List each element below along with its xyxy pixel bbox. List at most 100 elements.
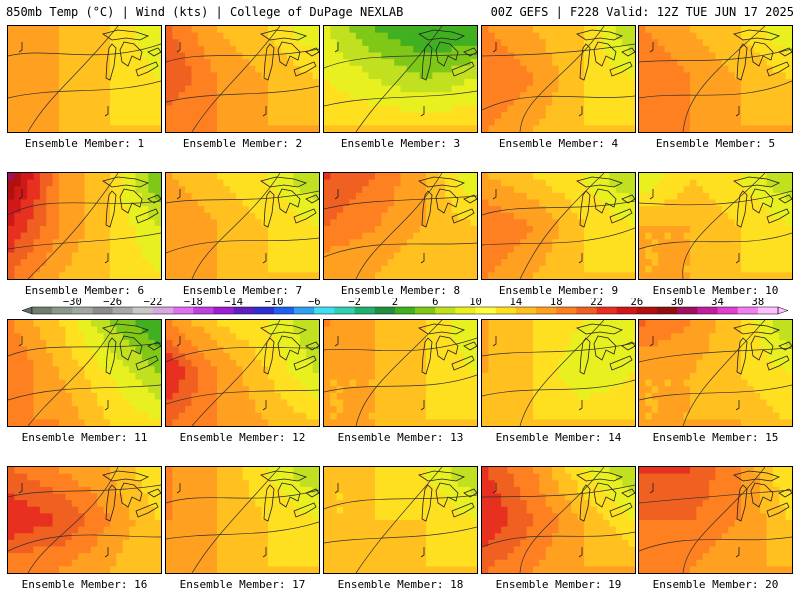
temp-cell xyxy=(520,85,528,93)
temp-cell xyxy=(148,320,156,328)
temp-cell xyxy=(148,379,156,387)
temp-cell xyxy=(464,272,472,279)
temp-cell xyxy=(394,252,402,260)
temp-cell xyxy=(670,52,678,60)
ensemble-member-panel: Ensemble Member: 8 xyxy=(323,172,478,297)
temp-cell xyxy=(728,212,736,220)
temp-cell xyxy=(242,105,250,113)
temp-cell xyxy=(375,105,382,113)
temp-cell xyxy=(33,252,41,260)
temp-cell xyxy=(324,265,331,273)
temp-cell xyxy=(210,65,218,73)
temp-cell xyxy=(658,173,666,181)
temp-cell xyxy=(639,45,646,54)
temp-cell xyxy=(59,333,66,341)
temp-cell xyxy=(197,39,205,47)
temp-cell xyxy=(312,406,319,414)
temp-cell xyxy=(330,59,338,67)
temp-cell xyxy=(78,125,86,132)
temp-cell xyxy=(274,386,282,394)
temp-cell xyxy=(715,112,723,120)
temp-cell xyxy=(734,252,742,260)
temp-cell xyxy=(122,105,130,113)
temp-cell xyxy=(242,79,250,87)
temp-cell xyxy=(78,366,86,374)
temp-cell xyxy=(564,206,572,214)
temp-cell xyxy=(494,32,502,40)
temp-cell xyxy=(419,112,427,120)
temp-cell xyxy=(293,32,301,40)
temp-cell xyxy=(349,192,357,201)
temp-cell xyxy=(129,252,137,260)
temp-cell xyxy=(178,212,186,220)
temp-cell xyxy=(381,32,389,40)
temp-cell xyxy=(355,112,363,120)
temp-cell xyxy=(8,112,15,120)
temp-cell xyxy=(394,186,402,194)
temp-cell xyxy=(248,419,256,426)
temp-cell xyxy=(223,98,231,107)
temp-cell xyxy=(299,92,307,100)
temp-cell xyxy=(71,259,79,267)
temp-cell xyxy=(343,105,351,113)
temp-cell xyxy=(71,386,79,394)
temp-cell xyxy=(90,186,98,194)
height-contour xyxy=(355,26,443,132)
temp-cell xyxy=(14,105,22,113)
temp-cell xyxy=(482,39,489,47)
temp-cell xyxy=(387,326,395,334)
temp-cell xyxy=(394,192,402,201)
temp-cell xyxy=(110,252,117,260)
temp-cell xyxy=(721,232,729,240)
temp-cell xyxy=(577,179,585,187)
temp-cell xyxy=(772,59,780,67)
temp-cell xyxy=(690,179,697,187)
temp-cell xyxy=(148,26,156,34)
temp-cell xyxy=(197,373,205,381)
temp-cell xyxy=(533,92,540,100)
temp-cell xyxy=(426,379,433,387)
temp-cell xyxy=(110,65,117,73)
temp-cell xyxy=(571,98,579,107)
temp-cell xyxy=(293,105,301,113)
temp-cell xyxy=(482,45,489,54)
temp-cell xyxy=(122,265,130,273)
temp-cell xyxy=(236,125,244,132)
temp-cell xyxy=(464,118,472,126)
temp-cell xyxy=(110,333,117,341)
temp-cell xyxy=(734,45,742,54)
temp-cell xyxy=(664,226,672,234)
temp-cell xyxy=(645,59,653,67)
temp-cell xyxy=(20,59,28,67)
temp-cell xyxy=(696,199,704,207)
temp-cell xyxy=(248,173,256,181)
temp-cell xyxy=(513,206,521,214)
temp-cell xyxy=(185,239,193,247)
temp-cell xyxy=(355,379,363,387)
temp-cell xyxy=(394,320,402,328)
temp-cell xyxy=(129,112,137,120)
wind-barb xyxy=(262,106,267,117)
temp-cell xyxy=(274,412,282,420)
temp-cell xyxy=(248,112,256,120)
temp-cell xyxy=(494,212,502,220)
temp-cell xyxy=(507,226,515,234)
temp-cell xyxy=(65,339,73,348)
temp-cell xyxy=(229,412,237,420)
temp-cell xyxy=(721,173,729,181)
temp-cell xyxy=(387,219,395,227)
temp-cell xyxy=(702,192,710,201)
temp-cell xyxy=(236,232,244,240)
temp-cell xyxy=(507,32,515,40)
temp-cell xyxy=(457,39,465,47)
temp-cell xyxy=(387,373,395,381)
temp-cell xyxy=(609,173,617,181)
temp-cell xyxy=(248,192,256,201)
temp-cell xyxy=(470,320,477,328)
temp-cell xyxy=(122,98,130,107)
temp-cell xyxy=(330,259,338,267)
temp-cell xyxy=(14,98,22,107)
temp-cell xyxy=(210,173,218,181)
temp-cell xyxy=(110,72,117,80)
temp-cell xyxy=(229,212,237,220)
